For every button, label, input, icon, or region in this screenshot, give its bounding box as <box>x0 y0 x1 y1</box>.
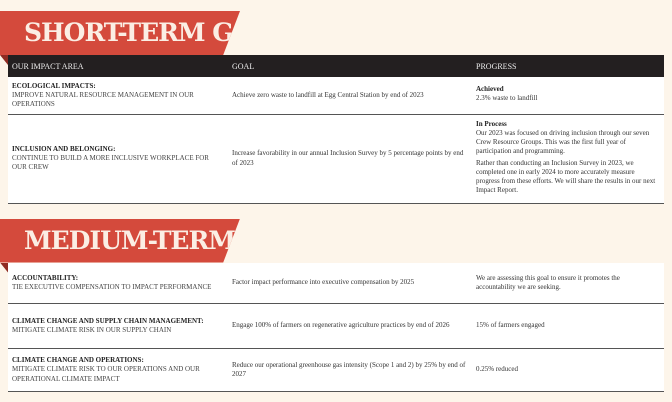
progress-cell: We are assessing this goal to ensure it … <box>472 262 664 304</box>
area-desc: MITIGATE CLIMATE RISK TO OUR OPERATIONS … <box>12 365 200 383</box>
header-impact-area: OUR IMPACT AREA <box>8 55 228 77</box>
table-row: CLIMATE CHANGE AND SUPPLY CHAIN MANAGEME… <box>8 303 664 349</box>
banner-fold <box>0 55 8 65</box>
area-desc: MITIGATE CLIMATE RISK IN OUR SUPPLY CHAI… <box>12 326 172 334</box>
banner-fold <box>0 262 8 273</box>
status: Achieved <box>476 85 504 94</box>
area-title: ECOLOGICAL IMPACTS: <box>12 81 96 90</box>
progress-text: 2.3% waste to landfill <box>476 94 538 103</box>
goal-cell: Achieve zero waste to landfill at Egg Ce… <box>228 77 472 115</box>
status: In Process <box>476 120 507 129</box>
short-term-table: OUR IMPACT AREA GOAL PROGRESS ECOLOGICAL… <box>8 55 664 204</box>
progress-text: Rather than conducting an Inclusion Surv… <box>476 158 656 194</box>
table-header: OUR IMPACT AREA GOAL PROGRESS <box>8 55 664 77</box>
short-term-banner: SHORT-TERM GOALS <box>0 11 240 55</box>
area-desc: CONTINUE TO BUILD A MORE INCLUSIVE WORKP… <box>12 153 209 172</box>
goal-cell: Factor impact performance into executive… <box>228 262 472 304</box>
area-title: CLIMATE CHANGE AND OPERATIONS: <box>12 356 144 365</box>
goal-cell: Reduce our operational greenhouse gas in… <box>228 348 472 392</box>
short-term-section: SHORT-TERM GOALS OUR IMPACT AREA GOAL PR… <box>0 11 672 204</box>
table-row: CLIMATE CHANGE AND OPERATIONS: MITIGATE C… <box>8 348 664 392</box>
goal-cell: Increase favorability in our annual Incl… <box>228 114 472 204</box>
header-progress: PROGRESS <box>472 55 664 77</box>
table-row: ECOLOGICAL IMPACTS: IMPROVE NATURAL RESOU… <box>8 77 664 115</box>
section-title: SHORT-TERM GOALS <box>24 18 306 47</box>
area-title: INCLUSION AND BELONGING: <box>12 144 116 153</box>
area-desc: TIE EXECUTIVE COMPENSATION TO IMPACT PER… <box>12 282 212 291</box>
area-title: CLIMATE CHANGE AND SUPPLY CHAIN MANAGEME… <box>12 316 204 325</box>
table-row: ACCOUNTABILITY: TIE EXECUTIVE COMPENSATIO… <box>8 262 664 304</box>
goal-cell: Engage 100% of farmers on regenerative a… <box>228 303 472 349</box>
section-gap <box>0 204 672 219</box>
medium-term-section: MEDIUM-TERM GOALS ACCOUNTABILITY: TIE EXE… <box>0 218 672 392</box>
progress-cell: 15% of farmers engaged <box>472 303 664 349</box>
progress-cell: 0.25% reduced <box>472 348 664 392</box>
medium-term-banner: MEDIUM-TERM GOALS <box>0 218 240 263</box>
area-desc: IMPROVE NATURAL RESOURCE MANAGEMENT IN O… <box>12 90 194 108</box>
header-goal: GOAL <box>228 55 472 77</box>
progress-text: Our 2023 was focused on driving inclusio… <box>476 129 650 156</box>
section-title: MEDIUM-TERM GOALS <box>24 225 336 255</box>
area-title: ACCOUNTABILITY: <box>12 273 79 282</box>
table-row: INCLUSION AND BELONGING: CONTINUE TO BUIL… <box>8 114 664 204</box>
medium-term-table: ACCOUNTABILITY: TIE EXECUTIVE COMPENSATIO… <box>8 262 664 392</box>
